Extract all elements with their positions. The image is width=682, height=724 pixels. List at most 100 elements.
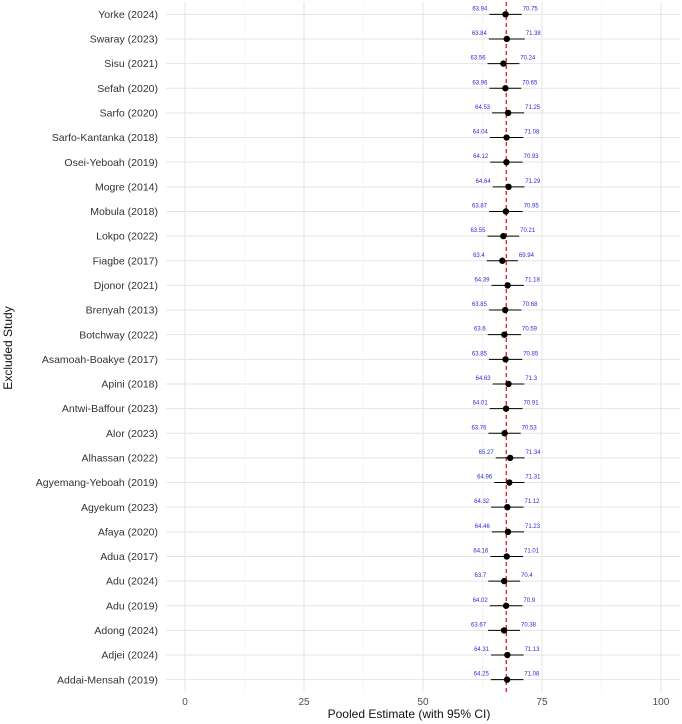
ci-upper-label: 70.85	[523, 351, 539, 357]
point-estimate	[504, 282, 511, 289]
ci-lower-label: 63.67	[471, 622, 487, 628]
study-label: Adua (2017)	[100, 551, 158, 563]
point-estimate	[502, 602, 510, 609]
ci-upper-label: 70.95	[524, 203, 540, 209]
ci-upper-label: 70.21	[520, 228, 536, 234]
y-axis-title: Excluded Study	[1, 306, 15, 389]
ci-lower-label: 63.56	[471, 56, 487, 62]
study-label: Alhassan (2022)	[82, 452, 158, 464]
study-label: Adjei (2024)	[101, 650, 158, 662]
ci-upper-label: 71.23	[525, 524, 541, 530]
ci-lower-label: 65.27	[479, 450, 495, 456]
study-label: Antwi-Baffour (2023)	[62, 403, 158, 415]
ci-lower-label: 63.6	[474, 327, 486, 333]
ci-lower-label: 63.94	[472, 6, 488, 12]
ci-lower-label: 64.01	[473, 401, 489, 407]
ci-lower-label: 63.96	[472, 80, 488, 86]
study-label: Alor (2023)	[106, 428, 158, 440]
point-estimate	[501, 430, 508, 437]
x-tick-label: 75	[536, 697, 548, 708]
study-label: Lokpo (2022)	[96, 231, 158, 243]
ci-upper-label: 71.13	[525, 647, 541, 653]
point-estimate	[503, 158, 510, 166]
study-label: Adong (2024)	[94, 625, 158, 637]
ci-lower-label: 63.55	[470, 228, 486, 234]
x-tick-label: 100	[653, 697, 670, 708]
ci-upper-label: 70.93	[524, 154, 540, 160]
point-estimate	[501, 331, 508, 338]
ci-lower-label: 64.02	[473, 598, 489, 604]
ci-lower-label: 64.25	[474, 672, 490, 678]
ci-upper-label: 70.53	[522, 425, 538, 431]
point-estimate	[503, 553, 510, 560]
point-estimate	[506, 479, 513, 486]
point-estimate	[502, 356, 509, 363]
study-label: Mogre (2014)	[95, 181, 158, 193]
study-label: Swaray (2023)	[90, 34, 158, 46]
point-estimate	[502, 405, 510, 412]
point-estimate	[501, 306, 509, 314]
point-estimate	[500, 232, 507, 240]
point-estimate	[505, 380, 512, 388]
ci-lower-label: 64.63	[476, 376, 492, 382]
x-tick-label: 50	[417, 697, 429, 708]
point-estimate	[504, 651, 511, 659]
study-label: Adu (2024)	[106, 576, 158, 588]
study-label: Sisu (2021)	[104, 58, 158, 70]
point-estimate	[500, 627, 508, 634]
x-tick-labels: 0 25 50 75 100	[182, 697, 669, 708]
ci-upper-label: 71.29	[525, 179, 541, 185]
ci-lower-label: 63.76	[471, 425, 487, 431]
point-estimate	[504, 109, 512, 117]
ci-upper-label: 71.25	[525, 105, 541, 111]
ci-lower-label: 64.12	[473, 154, 489, 160]
point-estimate	[503, 35, 511, 43]
ci-upper-label: 71.01	[524, 548, 540, 554]
ci-lower-label: 64.64	[476, 179, 492, 185]
ci-lower-label: 63.4	[473, 253, 485, 259]
point-estimate	[502, 85, 509, 92]
point-estimate	[504, 528, 512, 536]
study-label: Djonor (2021)	[94, 280, 158, 292]
study-label: Asamoah-Boakye (2017)	[42, 354, 158, 366]
ci-lower-label: 64.04	[473, 130, 489, 136]
grid-lines	[166, 2, 680, 692]
study-label: Sarfo-Kantanka (2018)	[52, 132, 158, 144]
ci-lower-label: 63.7	[475, 573, 487, 579]
ci-marks: 63.94 70.75 63.84 71.38 63.56 70.24 63.96 70.65…	[470, 6, 541, 683]
point-estimate	[502, 208, 510, 215]
study-label: Apini (2018)	[101, 379, 158, 391]
ci-upper-label: 70.75	[523, 6, 539, 12]
ci-upper-label: 71.3	[525, 376, 537, 382]
ci-upper-label: 71.31	[525, 475, 541, 481]
study-label: Osei-Yeboah (2019)	[64, 157, 158, 169]
study-label: Mobula (2018)	[90, 206, 158, 218]
ci-lower-label: 64.31	[474, 647, 490, 653]
ci-upper-label: 71.08	[524, 672, 540, 678]
ci-upper-label: 70.91	[524, 401, 540, 407]
study-label: Yorke (2024)	[98, 9, 158, 21]
point-estimate	[502, 11, 509, 18]
ci-lower-label: 63.85	[472, 351, 488, 357]
ci-lower-label: 64.46	[475, 524, 491, 530]
study-label: Brenyah (2013)	[86, 305, 158, 317]
ci-upper-label: 71.34	[526, 450, 542, 456]
ci-upper-label: 71.18	[525, 277, 541, 283]
point-estimate	[505, 183, 512, 191]
study-labels: Yorke (2024) Swaray (2023) Sisu (2021) Sefa…	[36, 9, 158, 686]
ci-upper-label: 70.38	[521, 622, 537, 628]
study-label: Addai-Mensah (2019)	[57, 674, 158, 686]
x-tick-label: 25	[298, 697, 310, 708]
ci-upper-label: 70.68	[522, 302, 538, 308]
point-estimate	[499, 257, 506, 264]
study-label: Sarfo (2020)	[100, 107, 158, 119]
ci-lower-label: 63.87	[472, 203, 488, 209]
point-estimate	[504, 503, 511, 511]
ci-lower-label: 64.16	[473, 548, 489, 554]
ci-upper-label: 70.59	[522, 327, 538, 333]
x-axis-title: Pooled Estimate (with 95% CI)	[328, 707, 491, 721]
point-estimate	[500, 577, 508, 585]
ci-upper-label: 70.24	[520, 56, 536, 62]
